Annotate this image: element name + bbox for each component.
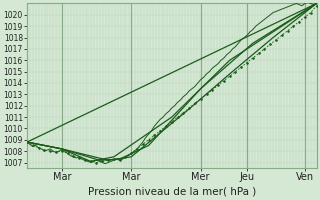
X-axis label: Pression niveau de la mer( hPa ): Pression niveau de la mer( hPa ) [88,187,256,197]
